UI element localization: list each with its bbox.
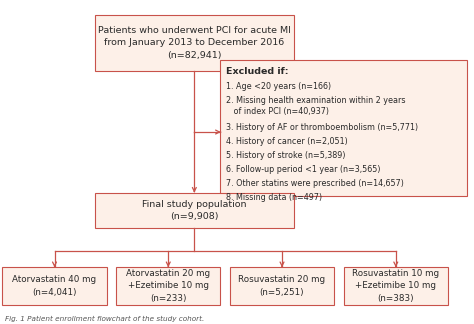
Text: Rosuvastatin 10 mg
+Ezetimibe 10 mg
(n=383): Rosuvastatin 10 mg +Ezetimibe 10 mg (n=3… [352, 269, 439, 303]
Text: 7. Other statins were prescribed (n=14,657): 7. Other statins were prescribed (n=14,6… [226, 179, 404, 188]
FancyBboxPatch shape [230, 267, 334, 305]
Text: 4. History of cancer (n=2,051): 4. History of cancer (n=2,051) [226, 137, 348, 146]
FancyBboxPatch shape [116, 267, 220, 305]
FancyBboxPatch shape [95, 193, 294, 228]
Text: 1. Age <20 years (n=166): 1. Age <20 years (n=166) [226, 82, 331, 91]
FancyBboxPatch shape [344, 267, 448, 305]
Text: Excluded if:: Excluded if: [226, 67, 289, 76]
Text: 6. Follow-up period <1 year (n=3,565): 6. Follow-up period <1 year (n=3,565) [226, 165, 381, 174]
Text: 2. Missing health examination within 2 years
   of index PCI (n=40,937): 2. Missing health examination within 2 y… [226, 96, 406, 116]
FancyBboxPatch shape [220, 60, 467, 196]
Text: Fig. 1 Patient enrollment flowchart of the study cohort.: Fig. 1 Patient enrollment flowchart of t… [5, 316, 204, 322]
FancyBboxPatch shape [2, 267, 107, 305]
Text: Rosuvastatin 20 mg
(n=5,251): Rosuvastatin 20 mg (n=5,251) [238, 275, 326, 296]
Text: 3. History of AF or thromboembolism (n=5,771): 3. History of AF or thromboembolism (n=5… [226, 123, 418, 133]
Text: Patients who underwent PCI for acute MI
from January 2013 to December 2016
(n=82: Patients who underwent PCI for acute MI … [98, 26, 291, 60]
Text: Atorvastatin 20 mg
+Ezetimibe 10 mg
(n=233): Atorvastatin 20 mg +Ezetimibe 10 mg (n=2… [126, 269, 210, 303]
Text: Atorvastatin 40 mg
(n=4,041): Atorvastatin 40 mg (n=4,041) [12, 275, 97, 296]
Text: 8. Missing data (n=497): 8. Missing data (n=497) [226, 193, 322, 202]
Text: 5. History of stroke (n=5,389): 5. History of stroke (n=5,389) [226, 151, 346, 160]
FancyBboxPatch shape [95, 15, 294, 71]
Text: Final study population
(n=9,908): Final study population (n=9,908) [142, 200, 246, 221]
